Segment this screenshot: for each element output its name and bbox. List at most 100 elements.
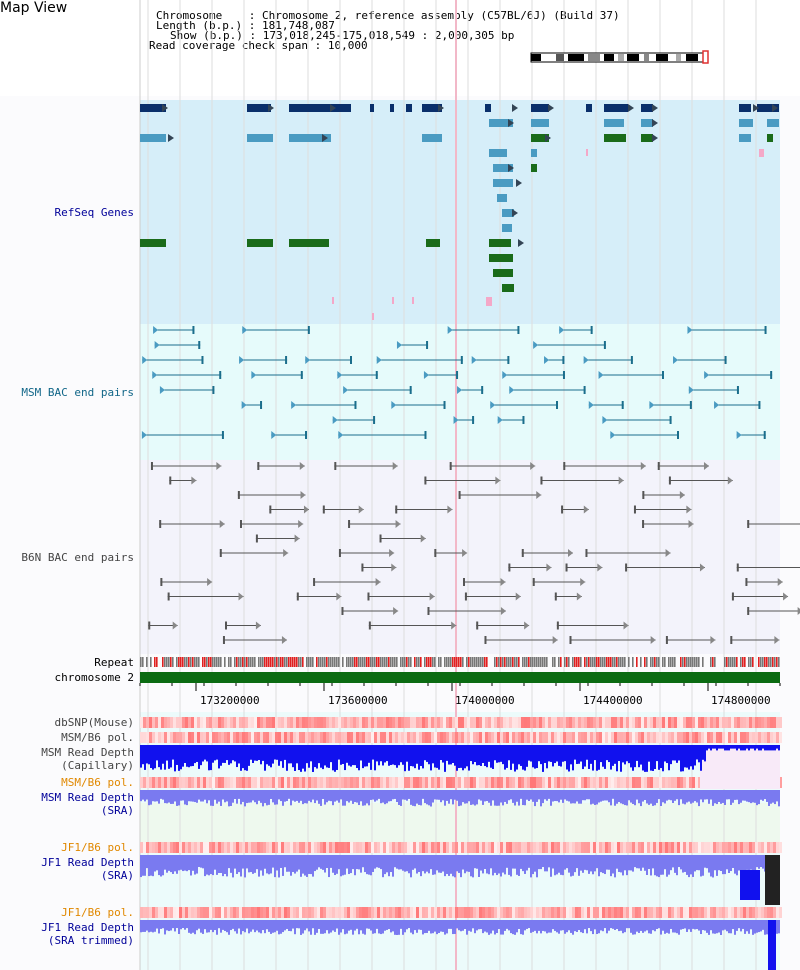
polymorphism-heat-cell	[575, 732, 578, 743]
track-label-b6n-bac[interactable]: B6N BAC end pairs	[21, 551, 134, 564]
show-value: 173,018,245-175,018,549 : 2,000,305 bp	[262, 29, 515, 42]
repeat-element	[406, 657, 408, 667]
repeat-element	[214, 657, 216, 667]
polymorphism-heat-cell	[545, 732, 548, 743]
read-depth-bar	[672, 790, 674, 803]
read-depth-bar	[148, 790, 150, 806]
read-depth-bar	[168, 855, 170, 871]
read-depth-bar	[146, 855, 148, 869]
read-depth-bar	[310, 790, 312, 803]
polymorphism-heat-cell	[413, 732, 416, 743]
refseq-small-feature	[586, 149, 588, 156]
polymorphism-heat-cell	[626, 907, 629, 918]
read-depth-bar	[548, 790, 550, 799]
msm-bac-end	[610, 431, 616, 439]
track-label-jf1-b6-pol-1[interactable]: JF1/B6 pol.	[61, 841, 134, 854]
read-depth-bar	[690, 855, 692, 875]
read-depth-bar	[248, 745, 250, 766]
track-label-jf1-read-depth-sra[interactable]: JF1 Read Depth (SRA)	[41, 856, 134, 882]
read-depth-bar	[302, 920, 304, 934]
polymorphism-heat-cell	[260, 907, 263, 918]
track-label-msm-bac[interactable]: MSM BAC end pairs	[21, 386, 134, 399]
track-label-refseq[interactable]: RefSeq Genes	[54, 206, 134, 219]
read-depth-bar	[624, 855, 626, 871]
read-depth-bar	[282, 920, 284, 933]
track-label-chromosome[interactable]: chromosome 2	[54, 671, 134, 684]
track-label-jf1-read-depth-trimmed[interactable]: JF1 Read Depth (SRA trimmed)	[41, 921, 134, 947]
read-depth-bar	[336, 745, 338, 770]
read-depth-bar	[208, 790, 210, 801]
read-depth-bar	[544, 745, 546, 763]
track-label-dbsnp[interactable]: dbSNP(Mouse)	[54, 716, 134, 729]
track-label-msm-b6-pol-1[interactable]: MSM/B6 pol.	[61, 731, 134, 744]
b6n-bac-end	[298, 520, 304, 528]
b6n-bac-end	[338, 549, 341, 557]
polymorphism-heat-cell	[623, 732, 626, 743]
polymorphism-heat-cell	[656, 777, 659, 788]
read-depth-bar	[706, 855, 708, 869]
read-depth-bar	[190, 790, 192, 802]
read-depth-bar	[768, 790, 770, 806]
read-depth-bar	[544, 920, 546, 932]
read-depth-bar	[340, 855, 342, 877]
polymorphism-heat-cell	[692, 777, 695, 788]
read-depth-bar	[582, 855, 584, 873]
read-depth-bar	[650, 920, 652, 934]
polymorphism-heat-cell	[677, 907, 680, 918]
repeat-element	[356, 657, 358, 667]
read-depth-bar	[664, 745, 666, 762]
read-depth-bar	[668, 745, 670, 771]
read-depth-bar	[180, 920, 182, 930]
read-depth-bar	[732, 745, 734, 749]
read-depth-bar	[650, 745, 652, 771]
repeat-element	[686, 657, 688, 667]
repeat-element	[566, 657, 568, 667]
read-depth-bar	[720, 790, 722, 804]
polymorphism-heat-cell	[143, 732, 146, 743]
track-label-jf1-b6-pol-2[interactable]: JF1/B6 pol.	[61, 906, 134, 919]
read-depth-bar	[406, 920, 408, 930]
read-depth-bar	[522, 855, 524, 872]
read-depth-bar	[182, 790, 184, 801]
polymorphism-heat-cell	[287, 907, 290, 918]
track-label-msm-read-depth-capillary[interactable]: MSM Read Depth (Capillary)	[41, 746, 134, 772]
read-depth-bar	[748, 855, 750, 874]
msm-bac-end	[260, 401, 263, 409]
read-depth-bar	[586, 745, 588, 760]
polymorphism-heat-cell	[398, 777, 401, 788]
read-depth-bar	[160, 745, 162, 770]
track-label-repeat[interactable]: Repeat	[94, 656, 134, 669]
polymorphism-heat-cell	[179, 907, 182, 918]
read-depth-bar	[204, 855, 206, 877]
polymorphism-heat-cell	[362, 907, 365, 918]
repeat-element	[514, 657, 516, 667]
msm-bac-end	[153, 326, 159, 334]
polymorphism-heat-cell	[248, 717, 251, 728]
read-depth-bar	[622, 920, 624, 934]
axis-tick-label: 174000000	[455, 694, 515, 707]
read-depth-bar	[322, 855, 324, 870]
track-label-msm-b6-pol-2[interactable]: MSM/B6 pol.	[61, 776, 134, 789]
polymorphism-heat-cell	[572, 907, 575, 918]
read-depth-bar	[486, 920, 488, 933]
read-depth-bar	[546, 745, 548, 769]
polymorphism-heat-cell	[410, 907, 413, 918]
polymorphism-heat-cell	[170, 842, 173, 853]
polymorphism-heat-cell	[578, 717, 581, 728]
read-depth-bar	[376, 855, 378, 868]
polymorphism-heat-cell	[449, 842, 452, 853]
read-depth-bar	[370, 920, 372, 931]
read-depth-bar	[292, 855, 294, 872]
read-depth-bar	[490, 790, 492, 806]
polymorphism-heat-cell	[311, 842, 314, 853]
track-label-msm-read-depth-sra[interactable]: MSM Read Depth (SRA)	[41, 791, 134, 817]
read-depth-bar	[406, 745, 408, 762]
polymorphism-heat-cell	[731, 732, 734, 743]
polymorphism-heat-cell	[500, 907, 503, 918]
read-depth-bar	[410, 920, 412, 933]
repeat-element	[426, 657, 428, 667]
polymorphism-heat-cell	[746, 842, 749, 853]
polymorphism-heat-cell	[425, 777, 428, 788]
read-depth-bar	[690, 745, 692, 767]
